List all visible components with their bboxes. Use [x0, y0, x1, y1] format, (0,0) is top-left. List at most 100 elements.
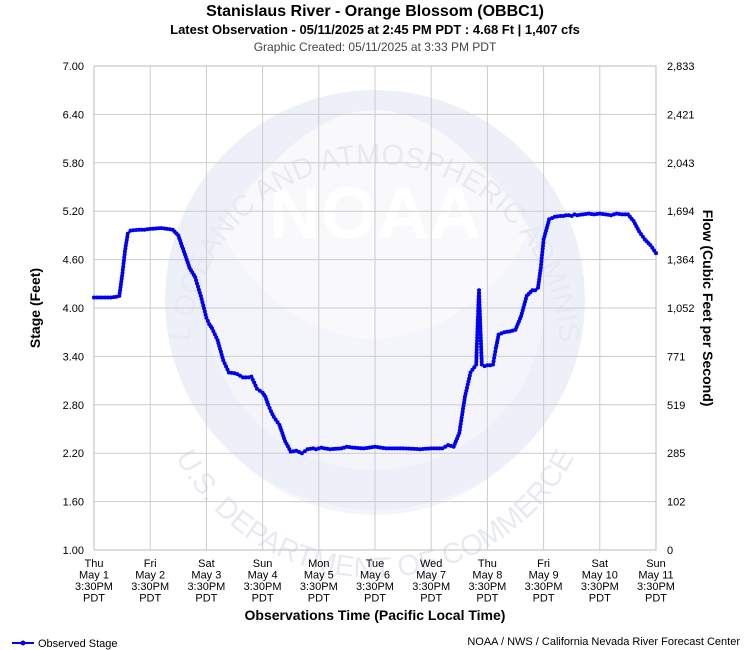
stage-point: [474, 347, 479, 352]
y-tick-label: 1.60: [63, 497, 84, 509]
y-tick-label: 5.80: [63, 158, 84, 170]
stage-point: [224, 364, 229, 369]
stage-point: [492, 356, 497, 360]
stage-point: [389, 446, 394, 451]
stage-point: [120, 267, 125, 272]
stage-point: [123, 246, 128, 251]
x-tick-label: Thu May 8 3:30PM PDT: [468, 558, 506, 605]
stage-point: [255, 386, 259, 391]
stage-point: [328, 447, 332, 452]
stage-point: [479, 350, 484, 355]
stage-point: [299, 451, 304, 456]
stage-point: [458, 425, 463, 429]
x-axis-ticks: Thu May 1 3:30PM PDT Fri May 2 3:30PM PDT Sat May…: [75, 558, 675, 605]
stage-point: [92, 295, 96, 300]
stage-point: [478, 338, 483, 343]
stage-point: [131, 228, 136, 233]
stage-point: [457, 431, 462, 435]
stage-point: [461, 403, 466, 408]
stage-point: [249, 374, 254, 379]
x-tick-label: Fri May 2 3:30PM PDT: [131, 558, 169, 605]
stage-point: [478, 320, 483, 325]
stage-point: [477, 288, 481, 293]
y2-tick-label: 2,421: [667, 109, 695, 121]
left-axis-ticks: 1.00 1.60 2.20 2.80 3.40 4.00 4.60 5.20 5.80 6.40…: [63, 61, 84, 557]
stage-point: [474, 341, 479, 346]
stage-point: [194, 278, 199, 283]
legend-label: Observed Stage: [38, 638, 118, 650]
stage-point: [465, 382, 470, 387]
x-tick-label: Tue May 6 3:30PM PDT: [356, 558, 394, 605]
stage-point: [222, 361, 227, 366]
stage-point: [121, 258, 126, 263]
observed-stage-series: [92, 211, 658, 456]
stage-point: [478, 329, 483, 334]
stage-point: [477, 297, 482, 302]
y-tick-label: 2.80: [63, 400, 84, 412]
stage-point: [460, 409, 465, 414]
stage-point: [485, 363, 490, 368]
x-tick-label: Sun May 4 3:30PM PDT: [244, 558, 282, 605]
stage-point: [121, 261, 126, 266]
stage-point: [457, 428, 462, 432]
stage-point: [478, 335, 483, 340]
graphic-created-caption: Graphic Created: 05/11/2025 at 3:33 PM P…: [254, 40, 497, 54]
x-tick-label: Sat May 10 3:30PM PDT: [581, 558, 619, 605]
stage-point: [432, 446, 436, 451]
stage-point: [474, 362, 479, 367]
stage-point: [467, 373, 472, 378]
stage-point: [538, 265, 543, 270]
stage-point: [475, 335, 480, 340]
stage-point: [387, 446, 392, 451]
y2-tick-label: 102: [667, 497, 685, 509]
stage-point: [266, 402, 271, 407]
stage-point: [458, 422, 463, 426]
stage-point: [195, 281, 199, 286]
y2-axis-title: Flow (Cubic Feet per Second): [700, 210, 716, 407]
stage-point: [479, 344, 484, 349]
stage-point: [463, 391, 468, 396]
stage-point: [479, 359, 484, 364]
stage-point: [540, 246, 545, 251]
stage-point: [533, 288, 538, 293]
stage-point: [225, 367, 230, 372]
stage-point: [125, 231, 130, 236]
stage-point: [409, 446, 414, 451]
x-tick-label: Wed May 7 3:30PM PDT: [412, 558, 450, 605]
stage-point: [392, 446, 397, 451]
stage-point: [384, 446, 389, 451]
stage-point: [478, 332, 483, 337]
stage-point: [398, 446, 403, 451]
stage-point: [475, 338, 480, 343]
stage-point: [202, 309, 207, 314]
y-tick-label: 6.40: [63, 109, 84, 121]
right-axis-ticks: 0 102 285 519 771 1,052 1,364 1,694 2,043 2,421 2,…: [667, 61, 695, 557]
stage-point: [462, 400, 466, 405]
stage-point: [462, 397, 467, 402]
footer-agency: NOAA / NWS / California Nevada River For…: [467, 636, 740, 648]
stage-point: [94, 295, 99, 300]
y2-tick-label: 1,052: [667, 303, 695, 315]
stage-point: [461, 406, 465, 411]
stage-point: [252, 380, 257, 385]
stage-point: [429, 446, 434, 451]
stage-point: [539, 262, 544, 267]
stage-point: [100, 295, 105, 300]
y-tick-label: 1.00: [63, 545, 84, 557]
stage-point: [106, 295, 110, 300]
x-tick-label: Mon May 5 3:30PM PDT: [300, 558, 338, 605]
stage-point: [395, 446, 400, 451]
stage-point: [358, 446, 363, 451]
x-tick-label: Fri May 9 3:30PM PDT: [525, 558, 563, 605]
stage-point: [196, 284, 200, 289]
stage-point: [440, 446, 445, 451]
stage-point: [477, 294, 482, 299]
stage-point: [412, 446, 417, 451]
stage-point: [459, 418, 464, 423]
stage-point: [623, 212, 628, 217]
stage-point: [203, 312, 208, 317]
x-tick-label: Sun May 11 3:30PM PDT: [637, 558, 675, 605]
x-tick-label: Thu May 1 3:30PM PDT: [75, 558, 113, 605]
stage-point: [478, 323, 483, 328]
stage-point: [211, 329, 216, 334]
